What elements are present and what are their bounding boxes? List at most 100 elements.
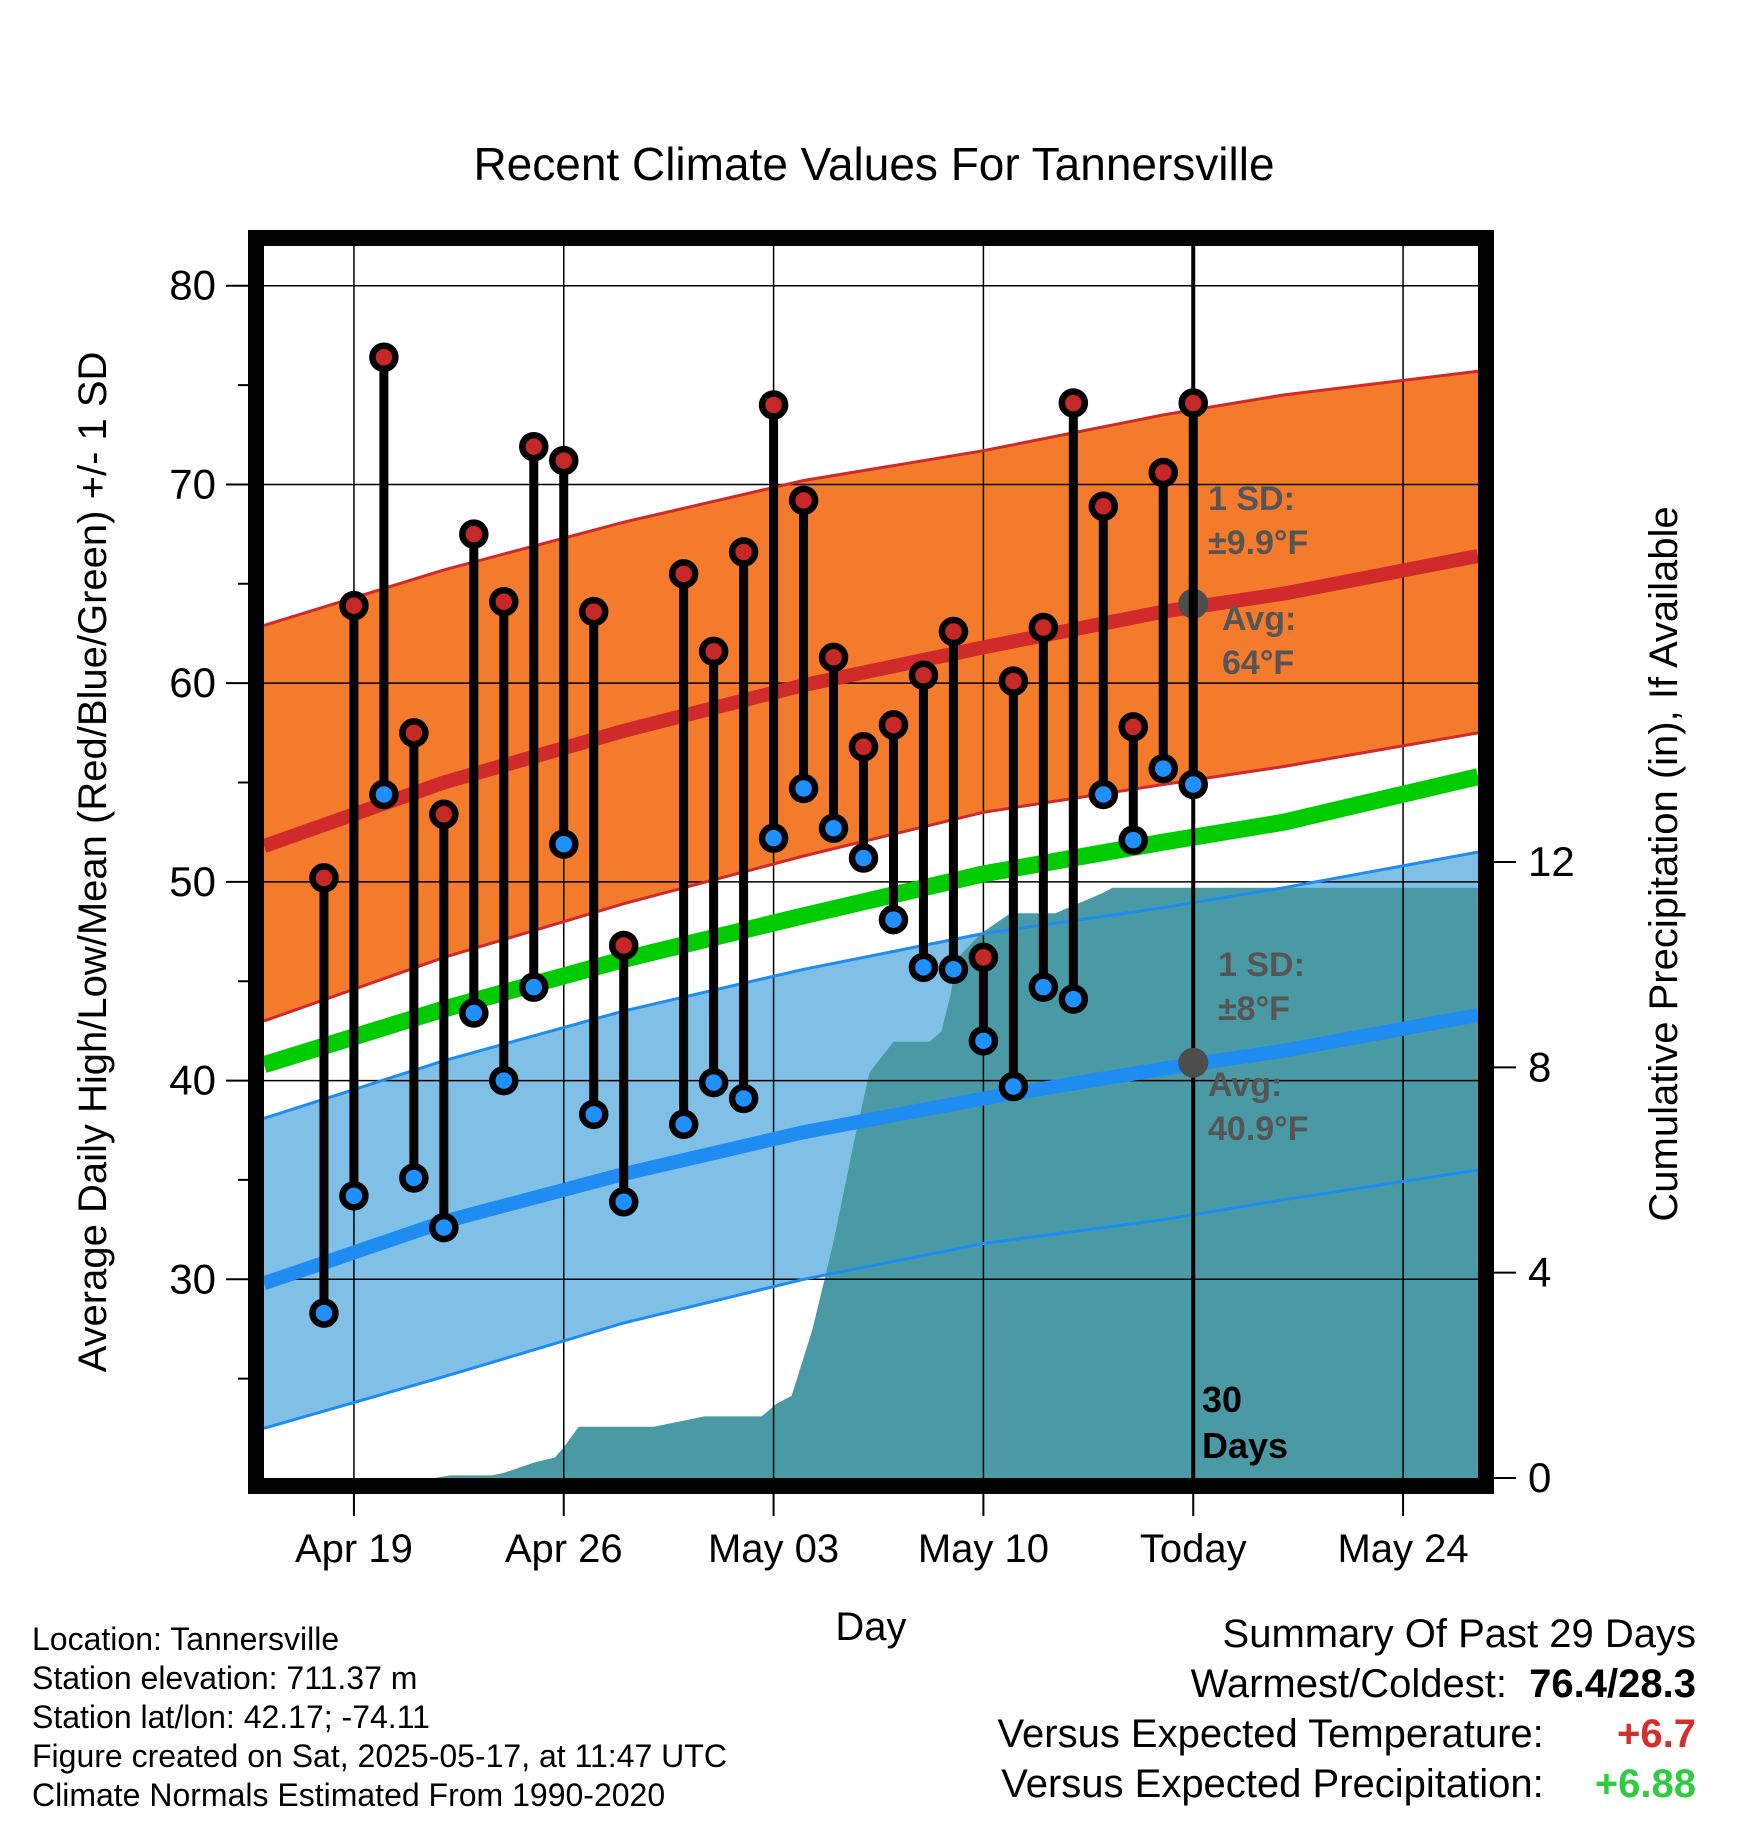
summary-heading-text: Summary Of Past 29 Days (1222, 1612, 1696, 1656)
low-point (728, 1083, 759, 1114)
high-point (489, 586, 519, 617)
low-point (309, 1298, 339, 1328)
low-avg-label: Avg: 40.9°F (1208, 1066, 1309, 1148)
summary-precip-label: Versus Expected Precipitation: (1001, 1762, 1544, 1806)
high-point (1028, 612, 1059, 643)
low-point (938, 954, 969, 985)
high-point (339, 590, 369, 621)
low-point (339, 1181, 369, 1211)
y2-tick-label-1: 4 (1528, 1249, 1551, 1296)
observations-layer (309, 342, 1208, 1328)
today-days-label-line-0: 30 (1202, 1379, 1242, 1420)
high-point (968, 942, 999, 973)
low-point (968, 1026, 999, 1056)
high-point (519, 431, 549, 462)
footer-elevation: Station elevation: 711.37 m (32, 1660, 418, 1696)
y-axis-title: Average Daily High/Low/Mean (Red/Blue/Gr… (71, 352, 115, 1373)
footer-location: Location: Tannersville (32, 1621, 340, 1657)
high-point (549, 445, 579, 476)
high-avg-label-line-1: 64°F (1222, 644, 1294, 682)
high-point (848, 731, 879, 762)
low-point (1028, 972, 1059, 1002)
high-avg-label-line-0: Avg: (1222, 600, 1296, 638)
low-avg-label-line-1: 40.9°F (1208, 1110, 1309, 1148)
low-sd-label: 1 SD: ±8°F (1218, 946, 1305, 1028)
low-point (878, 904, 909, 935)
summary-temp: Versus Expected Temperature: +6.7 (998, 1712, 1696, 1757)
low-point (549, 829, 579, 859)
low-point (1088, 779, 1119, 810)
high-point (1178, 388, 1208, 418)
high-point (728, 537, 759, 567)
x-tick-label-5: May 24 (1337, 1527, 1468, 1571)
y2-tick-label-0: 0 (1528, 1454, 1551, 1501)
low-point (1178, 769, 1208, 800)
today-days-label: 30 Days (1202, 1379, 1288, 1466)
low-point (519, 972, 549, 1002)
low-point (489, 1065, 519, 1096)
high-point (1118, 712, 1149, 742)
high-point (818, 642, 849, 673)
high-point (369, 342, 399, 373)
low-point (908, 952, 939, 983)
high-point (578, 596, 609, 627)
high-point (998, 666, 1029, 696)
footer-normals: Climate Normals Estimated From 1990-2020 (32, 1777, 666, 1813)
summary-warm-cold-value: 76.4/28.3 (1529, 1662, 1696, 1706)
low-point (698, 1067, 729, 1098)
high-point (668, 559, 699, 589)
low-point (399, 1163, 429, 1193)
high-point (698, 636, 729, 667)
high-point (908, 660, 939, 690)
summary-precip-value: +6.88 (1594, 1762, 1696, 1806)
high-sd-label-line-0: 1 SD: (1208, 480, 1295, 518)
footer-latlon: Station lat/lon: 42.17; -74.11 (32, 1699, 430, 1735)
low-mean-line (264, 1008, 1478, 1290)
high-sd-label-line-1: ±9.9°F (1208, 524, 1308, 562)
summary-temp-value: +6.7 (1617, 1712, 1696, 1756)
x-tick-label-0: Apr 19 (295, 1527, 413, 1571)
low-point (998, 1071, 1029, 1102)
low-point (608, 1187, 639, 1217)
high-point (788, 485, 819, 516)
today-days-label-line-1: Days (1202, 1425, 1288, 1466)
high-point (1058, 388, 1089, 418)
low-lower-line (264, 1168, 1478, 1430)
low-point (1058, 984, 1089, 1014)
high-avg-label: Avg: 64°F (1222, 600, 1296, 682)
x-tick-label-1: Apr 26 (505, 1527, 623, 1571)
summary-heading: Summary Of Past 29 Days (1223, 1612, 1696, 1657)
x-axis-title: Day (835, 1605, 906, 1649)
footer-created: Figure created on Sat, 2025-05-17, at 11… (32, 1738, 727, 1774)
high-sd-band (264, 371, 1478, 1021)
low-point (369, 779, 399, 810)
y2-tick-label-3: 12 (1528, 838, 1575, 885)
high-point (459, 519, 489, 549)
low-sd-label-line-1: ±8°F (1218, 990, 1290, 1028)
low-avg-marker (1178, 1047, 1209, 1078)
low-point (788, 773, 819, 804)
low-point (758, 823, 789, 853)
high-point (758, 390, 789, 420)
low-point (459, 998, 489, 1028)
high-point (309, 863, 339, 893)
summary-precip: Versus Expected Precipitation: +6.88 (1001, 1762, 1696, 1807)
high-point (608, 930, 639, 961)
x-tick-label-2: May 03 (708, 1527, 839, 1571)
y-tick-label-0: 30 (169, 1255, 216, 1302)
x-tick-label-3: May 10 (918, 1527, 1049, 1571)
summary-warm-cold-label: Warmest/Coldest: (1190, 1662, 1507, 1706)
high-point (1088, 491, 1119, 522)
low-upper-line (264, 850, 1478, 1120)
high-point (878, 710, 909, 740)
precipitation-layer (264, 887, 1478, 1478)
high-sd-label: 1 SD: ±9.9°F (1208, 480, 1308, 562)
high-point (429, 799, 459, 830)
high-point (1148, 457, 1179, 488)
annotation-layer: 1 SD: ±9.9°F Avg: 64°F 1 SD: ±8°F Avg: 40.9°F 30… (1178, 246, 1309, 1478)
y2-tick-label-2: 8 (1528, 1043, 1551, 1090)
y-tick-label-1: 40 (169, 1057, 216, 1104)
low-point (1118, 825, 1149, 855)
y-tick-label-5: 80 (169, 262, 216, 309)
